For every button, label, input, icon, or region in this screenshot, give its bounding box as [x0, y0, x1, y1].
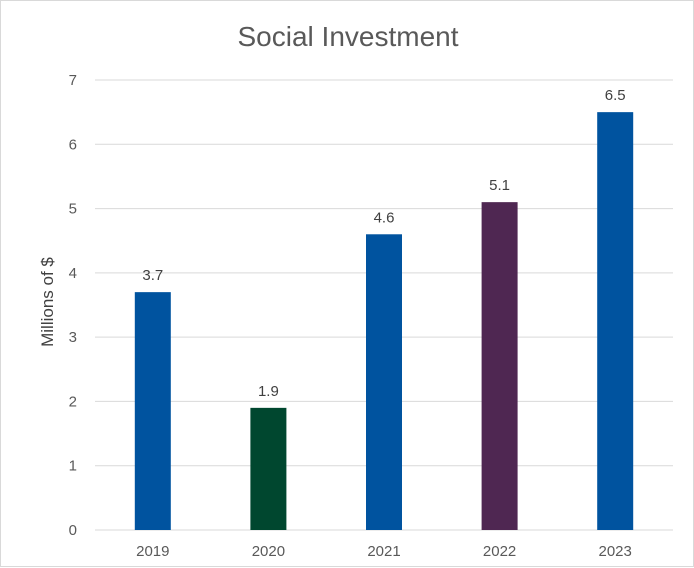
y-tick-label: 6 [69, 136, 77, 153]
y-tick-label: 1 [69, 458, 77, 475]
bar-2019 [134, 292, 171, 530]
bar-2021 [366, 234, 402, 531]
y-tick-label: 7 [69, 72, 77, 89]
x-tick-label: 2023 [599, 543, 632, 560]
y-tick-label: 2 [69, 393, 77, 410]
data-label: 6.5 [605, 87, 626, 104]
data-label: 5.1 [489, 177, 510, 194]
x-tick-label: 2021 [367, 543, 400, 560]
y-tick-label: 3 [69, 329, 77, 346]
y-tick-label: 0 [69, 522, 77, 539]
x-tick-label: 2022 [483, 543, 516, 560]
bar-2023 [597, 112, 634, 531]
data-label: 3.7 [142, 267, 163, 284]
bar-2020 [250, 407, 287, 530]
chart-title: Social Investment [237, 21, 459, 52]
x-tick-label: 2020 [252, 543, 285, 560]
x-tick-label: 2019 [136, 543, 169, 560]
y-tick-label: 5 [69, 201, 77, 218]
bar-2022 [481, 202, 518, 530]
data-label: 1.9 [258, 383, 279, 400]
y-tick-label: 4 [69, 265, 77, 282]
data-label: 4.6 [374, 209, 395, 226]
